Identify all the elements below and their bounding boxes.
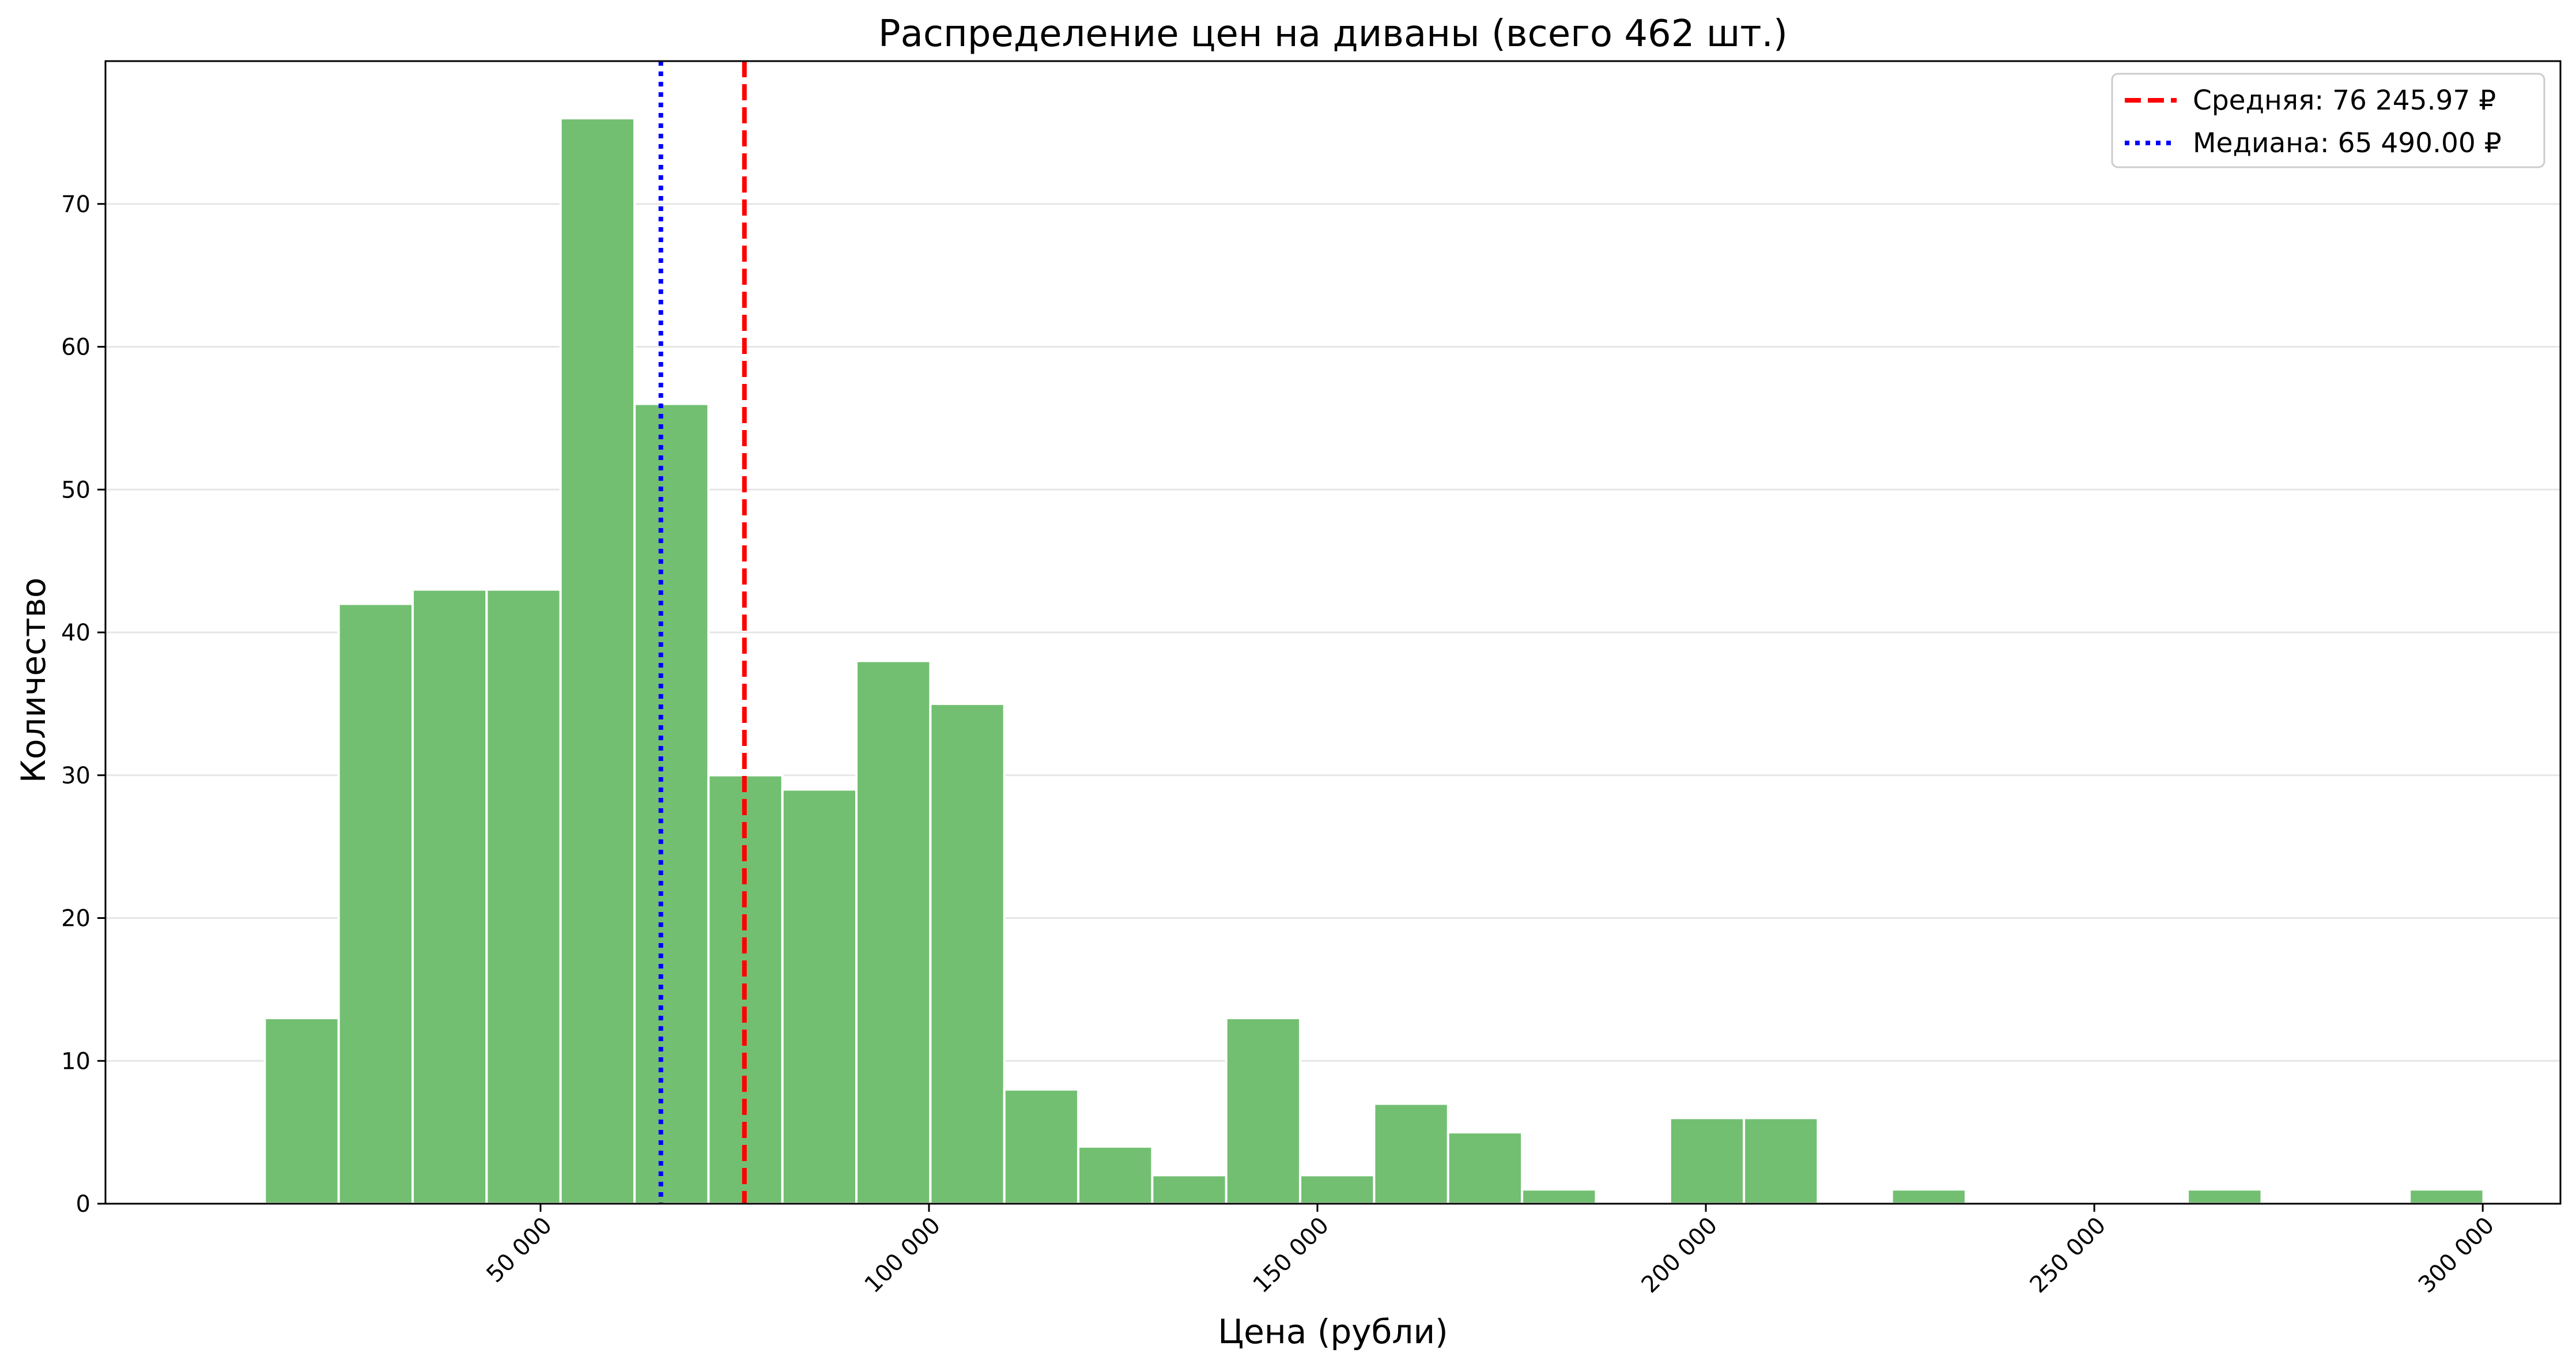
x-axis-label: Цена (рубли) bbox=[1218, 1312, 1448, 1351]
legend-entry-label: Медиана: 65 490.00 ₽ bbox=[2193, 127, 2502, 159]
y-tick-label: 10 bbox=[61, 1048, 90, 1075]
y-axis-label: Количество bbox=[14, 578, 53, 783]
histogram-bar bbox=[2408, 1188, 2485, 1205]
legend-entry-label: Средняя: 76 245.97 ₽ bbox=[2193, 85, 2496, 116]
y-tick-label: 60 bbox=[61, 334, 90, 361]
histogram-bar bbox=[1446, 1131, 1524, 1205]
histogram-bar bbox=[633, 402, 710, 1205]
chart-title: Распределение цен на диваны (всего 462 ш… bbox=[878, 13, 1788, 55]
y-tick-label: 30 bbox=[61, 763, 90, 789]
histogram-bar bbox=[1890, 1188, 1967, 1205]
legend: Средняя: 76 245.97 ₽ Медиана: 65 490.00 ₽ bbox=[2111, 73, 2545, 168]
reference-lines bbox=[658, 61, 747, 1204]
histogram-bar bbox=[263, 1016, 340, 1205]
histogram-bar bbox=[485, 588, 562, 1205]
histogram-bar bbox=[1299, 1174, 1376, 1205]
y-tick-label: 20 bbox=[61, 906, 90, 932]
histogram-bar bbox=[929, 702, 1006, 1205]
y-tick-label: 40 bbox=[61, 620, 90, 646]
legend-box bbox=[2111, 73, 2545, 168]
histogram-bar bbox=[1151, 1174, 1227, 1205]
y-tick-label: 0 bbox=[76, 1191, 90, 1218]
y-tick-label: 70 bbox=[61, 191, 90, 218]
histogram-bar bbox=[411, 588, 488, 1205]
histogram-bar bbox=[1668, 1117, 1746, 1205]
histogram-bar bbox=[781, 788, 858, 1205]
histogram-bar bbox=[855, 659, 932, 1205]
histogram-bar bbox=[1743, 1117, 1819, 1205]
histogram-bar bbox=[1521, 1188, 1597, 1205]
histogram-bar bbox=[1003, 1088, 1080, 1205]
histogram-bar bbox=[1225, 1016, 1302, 1205]
histogram-bar bbox=[337, 602, 414, 1205]
histogram-bar bbox=[1077, 1145, 1154, 1205]
histogram-bar bbox=[2186, 1188, 2263, 1205]
y-tick-label: 50 bbox=[61, 477, 90, 503]
histogram-bar bbox=[1373, 1102, 1449, 1205]
histogram-bar bbox=[559, 117, 636, 1205]
y-axis-ticks: 0 10 20 30 40 50 60 70 bbox=[61, 191, 105, 1218]
